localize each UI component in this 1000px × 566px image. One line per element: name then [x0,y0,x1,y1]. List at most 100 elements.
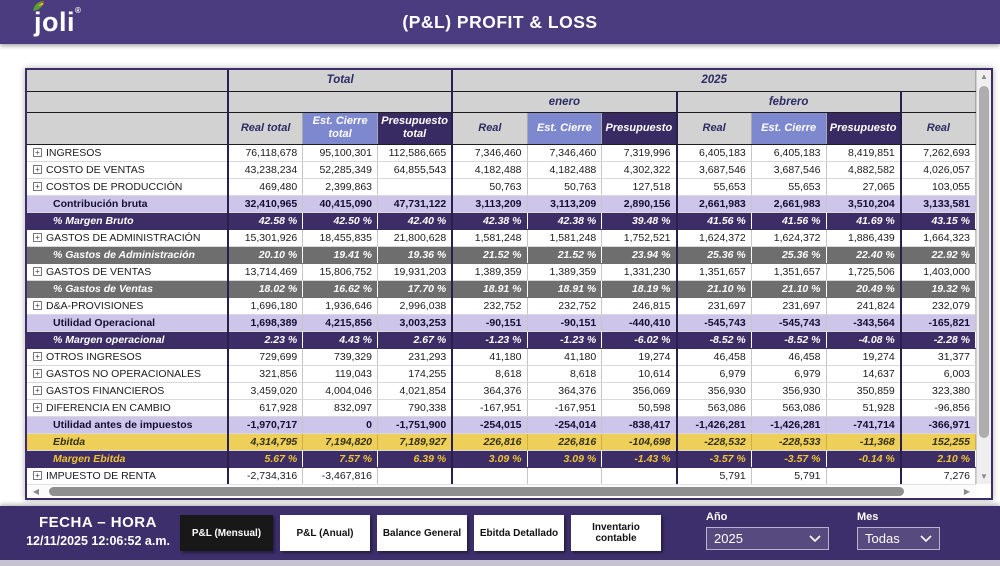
table-cell: 790,338 [377,399,453,417]
vertical-scrollbar[interactable]: ▲ ▼ [976,70,991,484]
table-cell: 52,285,349 [302,161,378,179]
row-label[interactable]: Ebitda [27,433,229,451]
row-label[interactable]: Contribución bruta [27,195,229,213]
table-row: % Margen Bruto 42.58 % 42.50 % 42.40 % 42.38… [27,212,976,230]
month-dropdown[interactable]: Todas [857,527,940,550]
expand-icon[interactable]: + [33,232,42,242]
table-row: Margen Ebitda 5.67 % 7.57 % 6.39 % 3.09 % 3.0… [27,450,976,468]
nav-button-ebitda-detallado[interactable]: Ebitda Detallado [474,515,564,551]
expand-icon[interactable]: + [33,164,42,174]
table-cell: 6,979 [675,365,752,383]
expand-icon[interactable]: + [33,470,42,480]
nav-button-balance-general[interactable]: Balance General [377,515,467,551]
scroll-up-icon[interactable]: ▲ [980,72,988,81]
row-label[interactable]: + D&A-PROVISIONES [27,297,229,315]
expand-icon[interactable]: + [33,266,42,276]
row-label[interactable]: % Margen Bruto [27,212,229,230]
row-label[interactable]: + COSTO DE VENTAS [27,161,229,179]
table-row: + GASTOS FINANCIEROS 3,459,020 4,004,046 4,0… [27,382,976,400]
row-label[interactable]: + GASTOS DE ADMINISTRACIÓN [27,229,229,247]
column-header[interactable]: Est. Cierre [527,112,603,145]
expand-icon[interactable]: + [33,300,42,310]
table-cell: -6.02 % [601,331,677,349]
row-label[interactable]: % Margen operacional [27,331,229,349]
corner-cell [27,112,229,145]
column-header[interactable]: Est. Cierre total [302,112,378,145]
table-cell: 46,458 [675,348,752,366]
table-cell: 7,346,460 [451,144,528,162]
row-label[interactable]: + COSTOS DE PRODUCCIÓN [27,178,229,196]
scroll-right-icon[interactable]: ▶ [963,487,971,496]
nav-button-p-l-anual-[interactable]: P&L (Anual) [280,515,370,551]
table-cell: 22.40 % [826,246,902,264]
table-cell: 3,687,546 [751,161,827,179]
scroll-left-icon[interactable]: ◀ [32,487,40,496]
row-label[interactable]: + GASTOS NO OPERACIONALES [27,365,229,383]
month-group-header: enero [451,91,678,113]
row-label[interactable]: + GASTOS FINANCIEROS [27,382,229,400]
column-header[interactable]: Real [675,112,752,145]
table-cell: 7,346,460 [527,144,603,162]
table-cell: 40,415,090 [302,195,378,213]
row-label[interactable]: Margen Ebitda [27,450,229,468]
column-header[interactable]: Presupuesto total [377,112,453,145]
table-cell: 14,637 [826,365,902,383]
table-cell: -366,971 [899,416,976,434]
table-cell: 3,113,209 [451,195,528,213]
expand-icon[interactable]: + [33,385,42,395]
row-label[interactable]: Utilidad Operacional [27,314,229,332]
chevron-down-icon [920,534,932,542]
vertical-scroll-thumb[interactable] [979,86,989,438]
table-cell: 356,930 [675,382,752,400]
row-label[interactable]: Utilidad antes de impuestos [27,416,229,434]
row-label[interactable]: + IMPUESTO DE RENTA [27,467,229,485]
table-cell: 321,856 [227,365,304,383]
table-cell: -3.57 % [675,450,752,468]
row-label[interactable]: + GASTOS DE VENTAS [27,263,229,281]
table-cell: 2,661,983 [675,195,752,213]
row-label[interactable]: + INGRESOS [27,144,229,162]
column-header[interactable]: Presupuesto [601,112,677,145]
table-cell: 1,886,439 [826,229,902,247]
table-cell: 50,763 [527,178,603,196]
table-cell: 41.56 % [751,212,827,230]
column-header[interactable]: Real [899,112,976,145]
expand-icon[interactable]: + [33,147,42,157]
table-cell: 41.56 % [675,212,752,230]
table-cell: 1,624,372 [675,229,752,247]
nav-button-inventario-contable[interactable]: Inventario contable [571,515,661,551]
table-cell: 4,021,854 [377,382,453,400]
table-cell: 21.10 % [751,280,827,298]
month-value: Todas [865,531,900,546]
expand-icon[interactable]: + [33,181,42,191]
table-cell: 27,065 [826,178,902,196]
datetime-value: 12/11/2025 12:06:52 a.m. [26,534,170,548]
table-cell [601,467,677,485]
row-label[interactable]: + OTROS INGRESOS [27,348,229,366]
table-cell: 4,882,582 [826,161,902,179]
horizontal-scrollbar[interactable]: ◀ ▶ [27,484,976,498]
column-header[interactable]: Real [451,112,528,145]
column-header[interactable]: Presupuesto [826,112,902,145]
expand-icon[interactable]: + [33,368,42,378]
table-cell: 55,653 [751,178,827,196]
row-label[interactable]: % Gastos de Administración [27,246,229,264]
column-header[interactable]: Real total [227,112,304,145]
table-cell: 231,293 [377,348,453,366]
table-cell: 103,055 [899,178,976,196]
year-dropdown[interactable]: 2025 [706,527,829,550]
nav-button-p-l-mensual-[interactable]: P&L (Mensual) [180,515,273,551]
table-cell: -0.14 % [826,450,902,468]
row-label[interactable]: % Gastos de Ventas [27,280,229,298]
table-cell: 739,329 [302,348,378,366]
expand-icon[interactable]: + [33,402,42,412]
table-cell: -254,015 [451,416,528,434]
scroll-down-icon[interactable]: ▼ [980,472,988,481]
column-header[interactable]: Est. Cierre [751,112,827,145]
expand-icon[interactable]: + [33,351,42,361]
horizontal-scroll-thumb[interactable] [49,487,904,496]
table-cell: -3,467,816 [302,467,378,485]
table-cell: -228,532 [675,433,752,451]
row-label[interactable]: + DIFERENCIA EN CAMBIO [27,399,229,417]
table-cell: -90,151 [451,314,528,332]
